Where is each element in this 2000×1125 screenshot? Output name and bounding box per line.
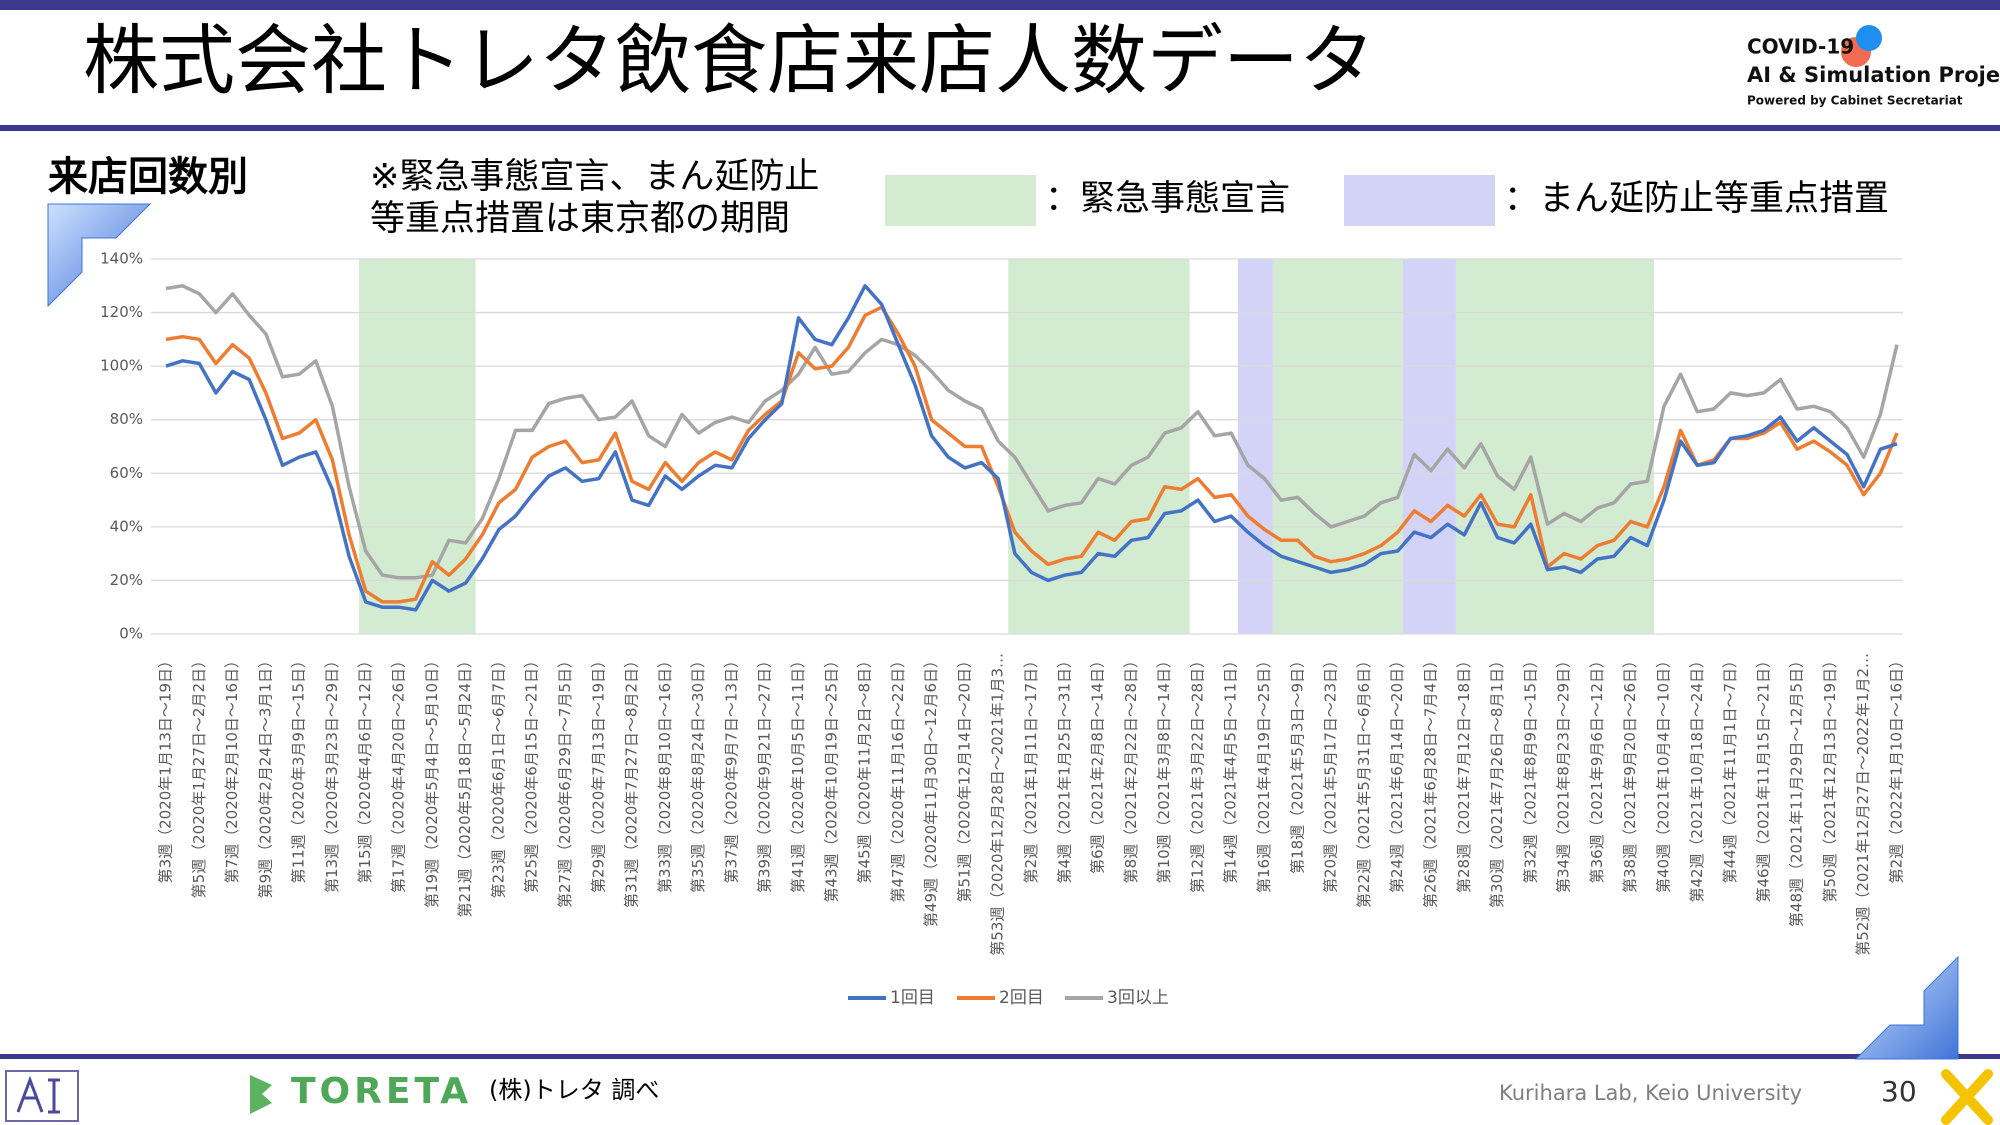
x-tick-label: 第51週（2020年12月14日～20日）: [955, 653, 973, 903]
x-tick-label: 第31週（2020年7月27日～8月2日）: [623, 653, 641, 908]
corner-mark: [1854, 955, 1959, 1060]
chart: ：緊急事態宣言 ：まん延防止等重点措置 0% 20% 40% 60% 80% 100% 120%…: [100, 175, 1906, 1008]
x-tick-label: 第18週（2021年5月3日～9日）: [1288, 653, 1306, 874]
x-tick-label: 第4週（2021年1月25日～31日）: [1055, 653, 1073, 883]
x-tick-label: 第2週（2021年1月11日～17日）: [1022, 653, 1040, 883]
x-tick-label: 第19週（2020年5月4日～5月10日）: [423, 653, 441, 908]
note: ※緊急事態宣言、まん延防止: [370, 157, 819, 197]
x-tick-label: 第34週（2021年8月23日～29日）: [1555, 653, 1573, 893]
x-tick-label: 第28週（2021年7月12日～18日）: [1455, 653, 1473, 893]
x-tick-label: 第40週（2021年10月4日～10日）: [1654, 653, 1672, 893]
band-legend-label: ：まん延防止等重点措置: [1504, 179, 1889, 219]
y-tick-label: 140%: [100, 250, 143, 268]
x-tick-label: 第5週（2020年1月27日～2月2日）: [190, 653, 208, 898]
lab: Kurihara Lab, Keio University: [1499, 1081, 1802, 1105]
footer-logo: [5, 1070, 272, 1122]
x-tick-label: 第36週（2021年9月6日～12日）: [1588, 653, 1606, 883]
logo-text: COVID-19: [1747, 35, 1854, 59]
x-tick-label: 第52週（2021年12月27日～2022年1月2…: [1854, 653, 1872, 956]
x-tick-label: 第22週（2021年5月31日～6月6日）: [1355, 653, 1373, 908]
x-tick-label: 第50週（2021年12月13日～19日）: [1821, 653, 1839, 903]
period-band: [1272, 259, 1403, 634]
x-tick-label: 第47週（2020年11月16日～22日）: [889, 653, 907, 903]
x-tick-label: 第3週（2020年1月13日～19日）: [157, 653, 175, 883]
x-tick-label: 第39週（2020年9月21日～27日）: [756, 653, 774, 893]
x-tick-label: 第53週（2020年12月28日～2021年1月3…: [989, 653, 1007, 956]
top-bar: [0, 0, 2000, 10]
y-tick-label: 20%: [110, 571, 143, 589]
band-legend-swatch: [1344, 175, 1495, 226]
x-tick-label: 第48週（2021年11月29日～12月5日）: [1788, 653, 1806, 927]
x-tick-label: 第21週（2020年5月18日～5月24日）: [456, 653, 474, 918]
y-tick-label: 120%: [100, 303, 143, 321]
x-tick-label: 第33週（2020年8月10日～16日）: [656, 653, 674, 893]
series-line: [165, 284, 1898, 612]
x-tick-label: 第15週（2020年4月6日～12日）: [356, 653, 374, 883]
title: 株式会社トレタ飲食店来店人数データ: [83, 16, 1375, 105]
y-tick-label: 0%: [119, 625, 143, 643]
y-tick-label: 100%: [100, 357, 143, 375]
y-tick-label: 60%: [110, 464, 143, 482]
legend-label: 1回目: [890, 988, 935, 1008]
x-tick-label: 第41週（2020年10月5日～11日）: [789, 653, 807, 893]
x-tick-label: 第7週（2020年2月10日～16日）: [223, 653, 241, 883]
legend-label: 2回目: [999, 988, 1044, 1008]
x-tick-label: 第38週（2021年9月20日～26日）: [1621, 653, 1639, 893]
x-tick-label: 第42週（2021年10月18日～24日）: [1688, 653, 1706, 903]
period-band: [1008, 259, 1190, 634]
page-number: 30: [1881, 1075, 1917, 1108]
period-band: [1402, 259, 1456, 634]
x-tick-label: 第10週（2021年3月8日～14日）: [1155, 653, 1173, 883]
band-legend-label: ：緊急事態宣言: [1045, 179, 1290, 219]
x-tick-label: 第2週（2022年1月10日～16日）: [1888, 653, 1906, 883]
x-tick-label: 第9週（2020年2月24日～3月1日）: [256, 653, 274, 898]
note: 等重点措置は東京都の期間: [370, 199, 790, 239]
x-tick-label: 第24週（2021年6月14日～20日）: [1388, 653, 1406, 893]
x-tick-label: 第35週（2020年8月24日～30日）: [689, 653, 707, 893]
x-tick-label: 第20週（2021年5月17日～23日）: [1322, 653, 1340, 893]
logo-text: Powered by Cabinet Secretariat: [1747, 94, 1963, 108]
x-tick-label: 第8週（2021年2月22日～28日）: [1122, 653, 1140, 883]
corner-icon: [1941, 1069, 1993, 1125]
y-tick-label: 80%: [110, 410, 143, 428]
series-line: [165, 284, 1899, 580]
x-tick-label: 第37週（2020年9月7日～13日）: [722, 653, 740, 883]
x-tick-label: 第44週（2021年11月1日～7日）: [1721, 653, 1739, 883]
x-tick-label: 第11週（2020年3月9日～15日）: [290, 653, 308, 883]
x-tick-label: 第27週（2020年6月29日～7月5日）: [556, 653, 574, 908]
legend-label: 3回以上: [1107, 988, 1169, 1008]
x-tick-label: 第46週（2021年11月15日～21日）: [1754, 653, 1772, 903]
x-tick-label: 第49週（2020年11月30日～12月6日）: [922, 653, 940, 927]
x-tick-label: 第16週（2021年4月19日～25日）: [1255, 653, 1273, 893]
logo-dot: [1856, 25, 1882, 51]
x-tick-label: 第6週（2021年2月8日～14日）: [1089, 653, 1107, 874]
band-legend-swatch: [885, 175, 1036, 226]
footer-rule: [0, 1054, 2000, 1059]
section-label: 来店回数別: [48, 154, 248, 200]
corner-mark: [47, 203, 152, 308]
x-tick-label: 第17週（2020年4月20日～26日）: [390, 653, 408, 893]
y-tick-label: 40%: [110, 517, 143, 535]
series-line: [165, 305, 1899, 604]
logo-text: AI & Simulation Project: [1747, 63, 2000, 87]
title-rule: [0, 125, 2000, 131]
x-tick-label: 第45週（2020年11月2日～8日）: [856, 653, 874, 883]
x-tick-label: 第12週（2021年3月22日～28日）: [1188, 653, 1206, 893]
x-tick-label: 第30週（2021年7月26日～8月1日）: [1488, 653, 1506, 908]
x-tick-label: 第26週（2021年6月28日～7月4日）: [1421, 653, 1439, 908]
source: (株)トレタ 調べ: [489, 1076, 659, 1104]
x-tick-label: 第14週（2021年4月5日～11日）: [1222, 653, 1240, 883]
brand: TORETA: [291, 1071, 472, 1112]
x-tick-label: 第25週（2020年6月15日～21日）: [523, 653, 541, 893]
period-band: [1237, 259, 1273, 634]
x-tick-label: 第23週（2020年6月1日～6月7日）: [489, 653, 507, 898]
x-tick-label: 第13週（2020年3月23日～29日）: [323, 653, 341, 893]
period-band: [1455, 259, 1654, 634]
x-tick-label: 第32週（2021年8月9日～15日）: [1521, 653, 1539, 883]
x-tick-label: 第29週（2020年7月13日～19日）: [589, 653, 607, 893]
x-tick-label: 第43週（2020年10月19日～25日）: [822, 653, 840, 903]
